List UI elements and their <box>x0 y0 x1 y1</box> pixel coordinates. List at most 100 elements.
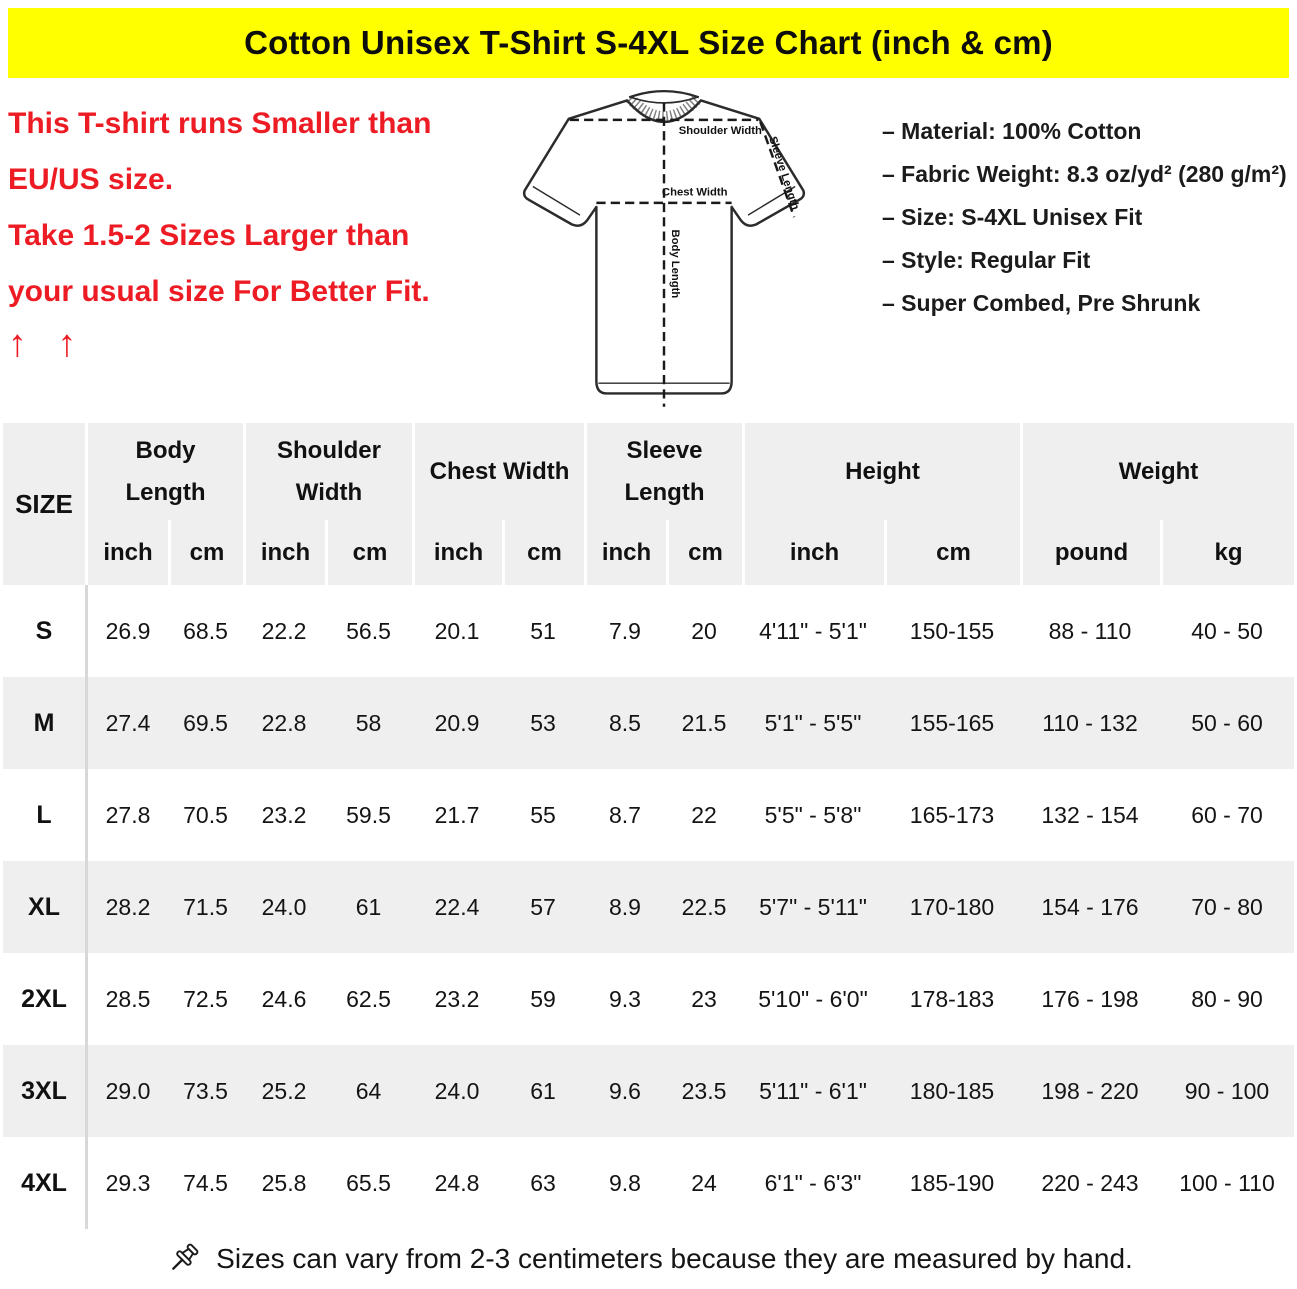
table-row: XL 28.2 71.5 24.0 61 22.4 57 8.9 22.5 5'… <box>3 861 1294 953</box>
value-cell: 185-190 <box>909 1169 995 1196</box>
value-cell: 176 - 198 <box>1041 985 1139 1012</box>
value-cell: 100 - 110 <box>1179 1169 1275 1196</box>
value-cell: 20 <box>691 617 717 644</box>
product-specs-list: – Material: 100% Cotton – Fabric Weight:… <box>882 110 1294 325</box>
unit-header: inch <box>742 520 884 585</box>
unit-header: cm <box>666 520 742 585</box>
table-row: 3XL 29.0 73.5 25.2 64 24.0 61 9.6 23.5 5… <box>3 1045 1294 1137</box>
value-cell: 57 <box>530 893 556 920</box>
sleeve-length-line <box>759 121 796 218</box>
unit-header: kg <box>1160 520 1294 585</box>
value-cell: 21.5 <box>681 709 727 736</box>
value-cell: 5'1" - 5'5" <box>764 709 862 736</box>
unit-header: cm <box>325 520 412 585</box>
value-cell: 69.5 <box>183 709 228 736</box>
table-row: L 27.8 70.5 23.2 59.5 21.7 55 8.7 22 5'5… <box>3 769 1294 861</box>
title-banner: Cotton Unisex T-Shirt S-4XL Size Chart (… <box>8 8 1289 78</box>
value-cell: 9.8 <box>609 1169 641 1196</box>
right-cuff-line <box>747 185 796 216</box>
value-cell: 9.6 <box>609 1077 641 1104</box>
value-cell: 150-155 <box>909 617 995 644</box>
size-cell: 4XL <box>3 1137 88 1229</box>
value-cell: 178-183 <box>909 985 995 1012</box>
value-cell: 50 - 60 <box>1191 709 1263 736</box>
value-cell: 29.3 <box>105 1169 151 1196</box>
value-cell: 25.2 <box>261 1077 307 1104</box>
spec-item-material: – Material: 100% Cotton <box>882 118 1142 144</box>
value-cell: 24 <box>691 1169 717 1196</box>
pushpin-icon <box>172 1243 199 1270</box>
left-cuff-line <box>532 185 581 216</box>
value-cell: 154 - 176 <box>1041 893 1139 920</box>
footer-note: Sizes can vary from 2-3 centimeters beca… <box>0 1229 1297 1289</box>
column-header-size: SIZE <box>3 423 88 585</box>
value-cell: 220 - 243 <box>1041 1169 1139 1196</box>
value-cell: 70.5 <box>183 801 228 828</box>
value-cell: 5'5" - 5'8" <box>764 801 862 828</box>
value-cell: 27.4 <box>105 709 151 736</box>
unit-header: pound <box>1020 520 1160 585</box>
value-cell: 28.2 <box>105 893 151 920</box>
value-cell: 5'11" - 6'1" <box>759 1077 867 1104</box>
value-cell: 64 <box>355 1077 382 1104</box>
table-row: S 26.9 68.5 22.2 56.5 20.1 51 7.9 20 4'1… <box>3 585 1294 677</box>
size-cell: L <box>3 769 88 861</box>
value-cell: 72.5 <box>183 985 228 1012</box>
value-cell: 165-173 <box>909 801 995 828</box>
size-cell: XL <box>3 861 88 953</box>
footer-note-text: Sizes can vary from 2-3 centimeters beca… <box>216 1243 1133 1274</box>
value-cell: 23.5 <box>681 1077 727 1104</box>
col-group-body-length: Body Length <box>125 436 206 506</box>
value-cell: 40 - 50 <box>1191 617 1263 644</box>
value-cell: 63 <box>530 1169 556 1196</box>
size-table-header: SIZE Body Length Shoulder Width Chest Wi… <box>3 423 1294 585</box>
col-group-shoulder-width: Shoulder Width <box>243 423 412 520</box>
value-cell: 58 <box>355 709 382 736</box>
value-cell: 55 <box>530 801 556 828</box>
value-cell: 24.0 <box>434 1077 480 1104</box>
size-cell: S <box>3 585 88 677</box>
fit-note-line: Take 1.5-2 Sizes Larger than <box>8 219 410 252</box>
value-cell: 27.8 <box>105 801 151 828</box>
value-cell: 51 <box>530 617 556 644</box>
value-cell: 53 <box>530 709 556 736</box>
value-cell: 170-180 <box>909 893 995 920</box>
value-cell: 22.4 <box>434 893 480 920</box>
value-cell: 8.9 <box>609 893 641 920</box>
value-cell: 73.5 <box>183 1077 228 1104</box>
value-cell: 132 - 154 <box>1041 801 1139 828</box>
table-row: 4XL 29.3 74.5 25.8 65.5 24.8 63 9.8 24 6… <box>3 1137 1294 1229</box>
spec-item-finish: – Super Combed, Pre Shrunk <box>882 290 1201 316</box>
size-table-body: S 26.9 68.5 22.2 56.5 20.1 51 7.9 20 4'1… <box>3 585 1294 1229</box>
spec-item-style: – Style: Regular Fit <box>882 247 1091 273</box>
value-cell: 60 - 70 <box>1191 801 1263 828</box>
value-cell: 88 - 110 <box>1048 617 1132 644</box>
value-cell: 80 - 90 <box>1191 985 1263 1012</box>
unit-header: cm <box>168 520 243 585</box>
value-cell: 90 - 100 <box>1184 1077 1270 1104</box>
value-cell: 8.7 <box>609 801 641 828</box>
value-cell: 180-185 <box>909 1077 995 1104</box>
unit-header: inch <box>584 520 666 585</box>
value-cell: 23 <box>691 985 717 1012</box>
value-cell: 8.5 <box>609 709 641 736</box>
value-cell: 23.2 <box>434 985 480 1012</box>
value-cell: 24.6 <box>261 985 307 1012</box>
value-cell: 59 <box>530 985 556 1012</box>
unit-header: cm <box>884 520 1020 585</box>
value-cell: 65.5 <box>346 1169 391 1196</box>
value-cell: 71.5 <box>183 893 228 920</box>
collar-top-line <box>628 90 700 99</box>
info-section: This T-shirt runs Smaller than EU/US siz… <box>0 78 1297 423</box>
value-cell: 9.3 <box>609 985 641 1012</box>
value-cell: 7.9 <box>609 617 641 644</box>
value-cell: 24.8 <box>434 1169 480 1196</box>
size-cell: 3XL <box>3 1045 88 1137</box>
up-arrows-icon: ↑ ↑ <box>8 323 87 365</box>
value-cell: 198 - 220 <box>1041 1077 1139 1104</box>
value-cell: 20.1 <box>434 617 480 644</box>
size-table: SIZE Body Length Shoulder Width Chest Wi… <box>3 423 1294 1229</box>
value-cell: 5'10" - 6'0" <box>758 985 868 1012</box>
value-cell: 21.7 <box>434 801 480 828</box>
